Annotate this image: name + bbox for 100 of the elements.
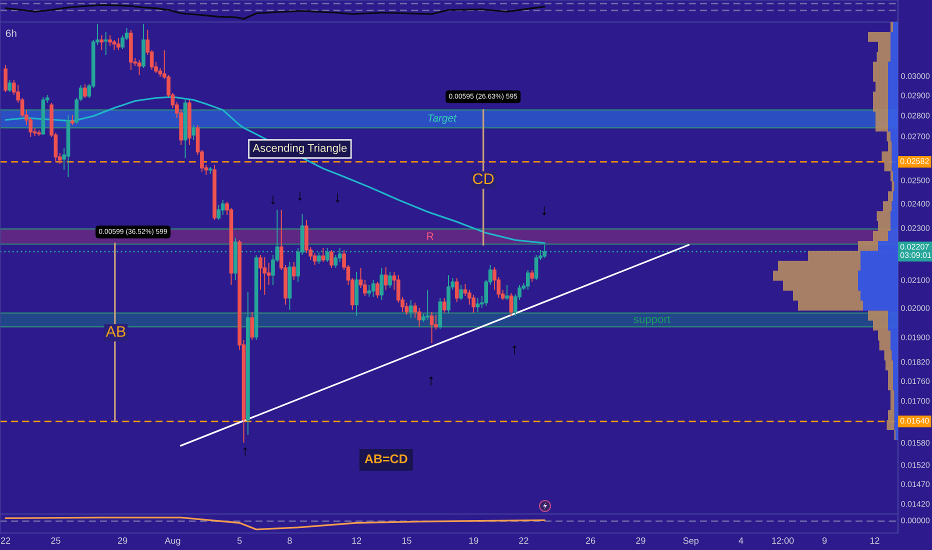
y-tick-label: 0.01700 — [901, 398, 930, 404]
x-tick-label: 12 — [870, 537, 880, 544]
annotation: ↓ — [336, 194, 340, 203]
x-tick-label: Sep — [683, 537, 699, 546]
y-tick-label: 0.02900 — [901, 92, 930, 98]
candlestick — [354, 271, 358, 316]
candlestick — [246, 291, 250, 436]
x-tick-label: 4 — [738, 538, 744, 544]
annotation: AB — [106, 326, 126, 337]
candlestick — [476, 298, 480, 312]
y-tick-label: 0.01820 — [901, 359, 930, 365]
x-tick-label: 8 — [288, 537, 292, 544]
candlestick — [438, 298, 442, 330]
x-tick-label: Aug — [164, 538, 180, 546]
candlestick — [459, 284, 463, 300]
candlestick — [505, 284, 509, 300]
candlestick — [371, 280, 376, 298]
candlestick — [384, 266, 388, 290]
y-tick-label: 0.02500 — [901, 178, 930, 184]
candlestick — [129, 30, 133, 70]
annotation: Ascending Triangle — [252, 144, 347, 154]
candlestick — [292, 262, 296, 281]
y-tick-label: 0.01420 — [901, 501, 930, 507]
candlestick — [426, 289, 430, 320]
candlestick — [188, 99, 192, 146]
annotation: ↑ — [429, 376, 433, 386]
candlestick — [321, 247, 326, 263]
candlestick — [208, 166, 212, 174]
candlestick — [380, 267, 384, 300]
y-tick-label: 0.01760 — [901, 378, 930, 384]
annotation: ↓ — [271, 195, 275, 205]
candlestick — [262, 256, 267, 296]
annotation: AB=CD — [364, 454, 408, 464]
candlestick — [530, 270, 534, 282]
x-tick-label: 26 — [586, 537, 596, 544]
ref-line-label: 0.01640 — [900, 418, 929, 424]
x-tick-label: 29 — [636, 537, 646, 544]
x-tick-label: 25 — [51, 537, 60, 544]
candlestick — [216, 204, 221, 220]
candlestick — [367, 284, 372, 298]
y-tick-label: 0.02000 — [901, 305, 930, 311]
y-tick-label: 0.03000 — [901, 73, 930, 79]
annotation: Target — [428, 114, 457, 124]
candlestick — [526, 270, 530, 290]
candlestick — [41, 96, 46, 136]
candlestick — [430, 311, 434, 344]
annotation: ↓ — [542, 206, 546, 216]
candlestick — [183, 99, 188, 159]
candlestick — [454, 278, 459, 302]
candlestick — [83, 84, 87, 98]
candlestick — [192, 124, 196, 140]
candlestick — [112, 39, 116, 51]
x-tick-label: 22 — [519, 537, 528, 544]
y-tick-label: 0.02300 — [901, 225, 930, 231]
candlestick — [446, 274, 450, 314]
y-tick-label: 0.02100 — [901, 277, 930, 284]
x-tick-label: 12 — [352, 537, 362, 544]
x-tick-label: 9 — [822, 537, 827, 544]
candlestick — [100, 34, 104, 51]
ref-line-label: 0.02582 — [900, 158, 929, 164]
candlestick — [70, 114, 74, 126]
candlestick — [212, 164, 216, 220]
ref-line-label: 0.00000 — [901, 518, 930, 524]
candlestick — [78, 84, 83, 102]
y-tick-label: 0.01580 — [901, 440, 930, 446]
candlestick — [104, 31, 108, 56]
candlestick — [376, 281, 380, 298]
candlestick — [74, 97, 79, 124]
candlestick — [330, 250, 334, 268]
candlestick — [108, 34, 112, 47]
candlestick — [408, 299, 413, 318]
ref-line-label: 0.02207 03:09:01 — [900, 244, 932, 258]
candlestick — [137, 60, 142, 76]
candlestick — [116, 38, 120, 51]
candlestick — [142, 23, 146, 69]
x-tick-label: 29 — [118, 537, 128, 544]
x-tick-label: 5 — [237, 538, 242, 544]
candlestick — [254, 254, 258, 340]
y-tick-label: 0.01900 — [901, 334, 930, 340]
candlestick — [8, 80, 12, 93]
x-tick-label: 15 — [402, 538, 412, 544]
candlestick — [66, 114, 70, 178]
candlestick — [233, 238, 238, 281]
candlestick — [472, 294, 476, 314]
x-tick-label: 12:00 — [772, 537, 794, 544]
y-tick-label: 0.01520 — [901, 462, 930, 468]
annotation: support — [634, 316, 670, 326]
y-tick-label: 0.01470 — [901, 481, 930, 488]
candlestick — [417, 307, 422, 328]
annotation: ↑ — [512, 346, 516, 355]
candlestick — [388, 271, 392, 288]
candlestick — [4, 64, 8, 93]
candlestick — [250, 311, 254, 340]
candlestick — [37, 129, 41, 136]
candlestick — [509, 292, 514, 316]
y-tick-label: 0.02400 — [901, 200, 930, 207]
y-tick-label: 0.02700 — [901, 134, 930, 140]
annotation: CD — [473, 173, 494, 184]
candlestick — [288, 262, 292, 310]
y-tick-label: 0.02800 — [901, 112, 930, 118]
